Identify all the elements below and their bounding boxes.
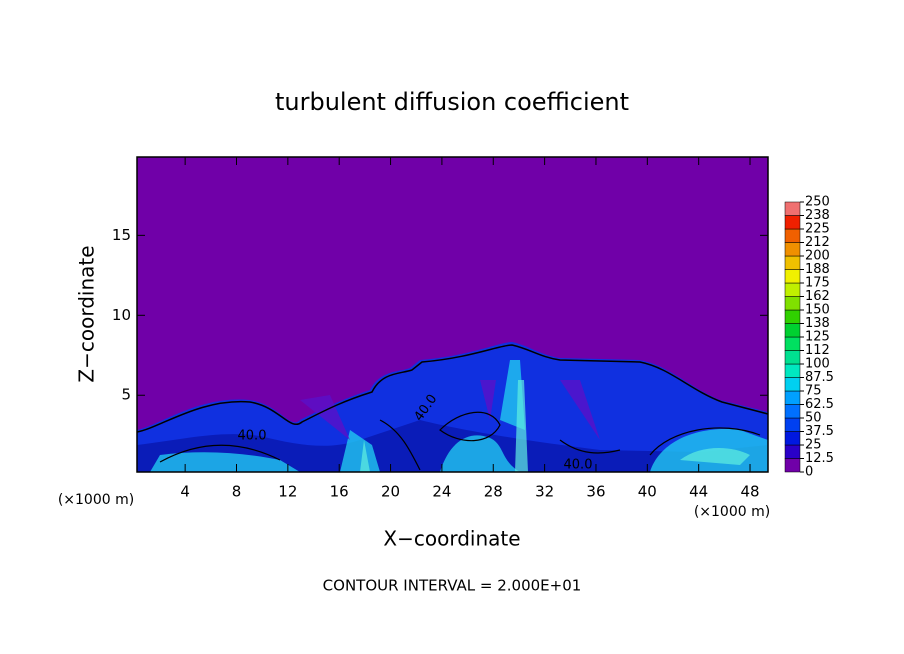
colorbar-label: 150 [805, 303, 830, 318]
plot-frame [136, 156, 769, 473]
x-tick-label: 48 [740, 483, 759, 501]
colorbar-band [784, 363, 801, 378]
colorbar-band [784, 444, 801, 459]
colorbar-band [784, 215, 801, 230]
colorbar-band [784, 417, 801, 432]
x-tick-label: 44 [689, 483, 708, 501]
chart-title: turbulent diffusion coefficient [275, 88, 629, 116]
colorbar-label: 87.5 [805, 370, 834, 385]
x-tick-label: 24 [432, 483, 451, 501]
contour-line [137, 344, 768, 433]
colorbar-label: 200 [805, 249, 830, 264]
colorbar-band [784, 255, 801, 270]
colorbar-band [784, 336, 801, 351]
colorbar-band [784, 296, 801, 311]
colorbar-band [784, 228, 801, 243]
colorbar-band [784, 201, 801, 216]
colorbar-label: 0 [805, 465, 813, 480]
colorbar-label: 225 [805, 222, 830, 237]
y-unit-label: (×1000 m) [58, 492, 134, 508]
x-tick-label: 4 [180, 483, 190, 501]
x-tick-label: 36 [586, 483, 605, 501]
y-axis-label: Z−coordinate [75, 245, 99, 382]
colorbar-label: 50 [805, 411, 822, 426]
field-region [137, 420, 768, 472]
colorbar-band [784, 350, 801, 365]
contour-label: 40.0 [238, 429, 267, 444]
colorbar-label: 62.5 [805, 397, 834, 412]
colorbar-band [784, 323, 801, 338]
colorbar-label: 100 [805, 357, 830, 372]
x-tick-label: 20 [381, 483, 400, 501]
x-tick-label: 12 [278, 483, 297, 501]
x-axis-label: X−coordinate [383, 527, 520, 551]
y-tick-label: 10 [112, 306, 131, 324]
colorbar-label: 125 [805, 330, 830, 345]
y-tick-label: 5 [121, 386, 131, 404]
field-region [137, 342, 768, 472]
colorbar-band [784, 390, 801, 405]
colorbar-label: 212 [805, 235, 830, 250]
colorbar-label: 238 [805, 208, 830, 223]
x-unit-label: (×1000 m) [694, 504, 770, 520]
x-tick-label: 32 [535, 483, 554, 501]
colorbar-band [784, 404, 801, 419]
colorbar-label: 138 [805, 316, 830, 331]
y-tick-label: 15 [112, 226, 131, 244]
colorbar-label: 162 [805, 289, 830, 304]
x-tick-label: 40 [638, 483, 657, 501]
colorbar-label: 250 [805, 195, 830, 210]
x-tick-label: 28 [484, 483, 503, 501]
colorbar-band [784, 377, 801, 392]
colorbar-label: 188 [805, 262, 830, 277]
x-tick-label: 16 [330, 483, 349, 501]
colorbar-label: 175 [805, 276, 830, 291]
field [137, 342, 768, 472]
colorbar-label: 12.5 [805, 451, 834, 466]
colorbar-band [784, 282, 801, 297]
footnote: CONTOUR INTERVAL = 2.000E+01 [323, 577, 582, 595]
colorbar-label: 75 [805, 384, 822, 399]
contour-line [159, 411, 761, 471]
colorbar-label: 112 [805, 343, 830, 358]
colorbar-label: 37.5 [805, 424, 834, 439]
x-tick-label: 8 [232, 483, 242, 501]
contour-label: 40.0 [564, 458, 593, 473]
field-region [300, 380, 600, 440]
colorbar-band [784, 242, 801, 257]
colorbar-band [784, 269, 801, 284]
colorbar-band [784, 309, 801, 324]
colorbar-label: 25 [805, 438, 822, 453]
colorbar-band [784, 431, 801, 446]
colorbar-band [784, 458, 801, 473]
